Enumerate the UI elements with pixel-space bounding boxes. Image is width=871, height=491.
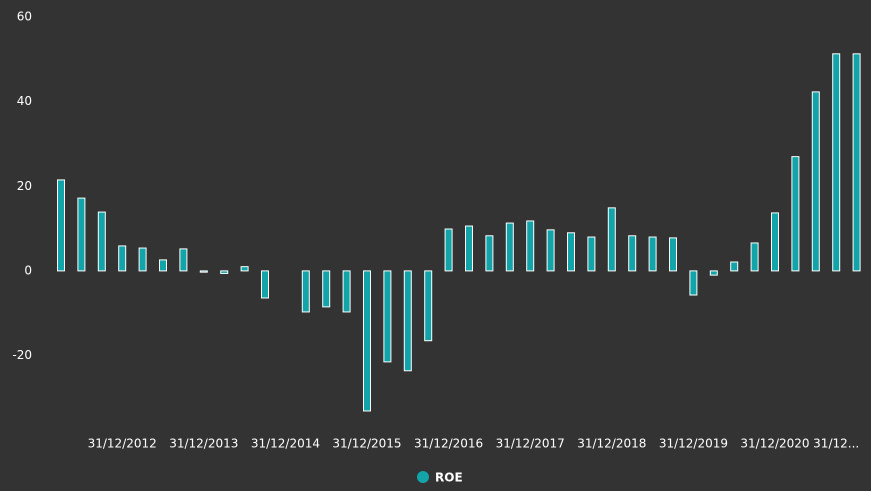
bar (322, 270, 331, 308)
bar (159, 259, 167, 272)
bar (261, 270, 269, 299)
bar (403, 270, 412, 372)
bar (199, 270, 208, 273)
y-tick-label: 60 (17, 10, 32, 24)
x-tick-label: 31/12/2018 (577, 437, 646, 451)
bar (220, 270, 229, 274)
y-tick-label: -20 (12, 348, 32, 362)
x-tick-label: 31/12/2020 (740, 437, 809, 451)
bar (485, 235, 494, 272)
bar (811, 91, 820, 272)
x-tick-label: 31/12/2013 (169, 437, 238, 451)
x-tick-label: 31/12/2017 (496, 437, 565, 451)
bar (669, 237, 677, 272)
bar (648, 236, 657, 272)
bar (832, 53, 841, 272)
bar (750, 242, 759, 272)
bar (771, 212, 779, 272)
bar (689, 270, 698, 296)
bar (240, 266, 249, 272)
bar (444, 228, 453, 272)
x-tick-label: 31/12/2012 (88, 437, 157, 451)
bar (567, 232, 575, 272)
y-tick-label: 0 (24, 263, 32, 277)
bar (77, 197, 86, 272)
bar (363, 270, 371, 412)
bar (118, 245, 127, 272)
bar (179, 248, 188, 272)
bar (505, 222, 514, 272)
bar (607, 207, 616, 272)
x-tick-label: 31/12/2019 (659, 437, 728, 451)
bar (424, 270, 433, 342)
bar (526, 220, 535, 272)
bar (342, 270, 351, 313)
x-tick-label: 31/12/2016 (414, 437, 483, 451)
bar (730, 261, 739, 272)
bar (465, 225, 473, 272)
x-tick-label: 31/12/2015 (332, 437, 401, 451)
bar (587, 236, 596, 272)
bar (791, 156, 800, 272)
bar (628, 235, 637, 272)
bar (546, 229, 555, 272)
bar (301, 270, 310, 313)
legend-label: ROE (435, 471, 463, 485)
x-tick-label: 31/12/2014 (251, 437, 320, 451)
bar (138, 247, 147, 272)
legend-marker (417, 471, 429, 483)
x-tick-label: 31/12... (813, 437, 859, 451)
bar (709, 270, 718, 276)
y-tick-label: 40 (17, 94, 32, 108)
bar (97, 211, 106, 272)
y-tick-label: 20 (17, 179, 32, 193)
bar (57, 179, 65, 272)
bar (383, 270, 392, 363)
bar (852, 53, 861, 272)
